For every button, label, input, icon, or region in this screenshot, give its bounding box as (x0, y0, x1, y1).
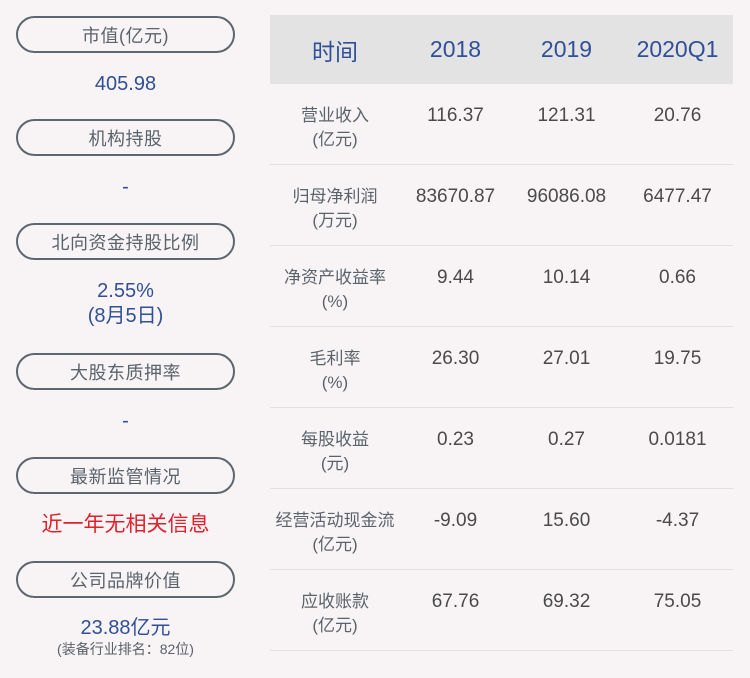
metric-unit: (亿元) (312, 535, 358, 554)
value-cell: 27.01 (542, 348, 591, 369)
metric-unit: (亿元) (312, 130, 358, 149)
indicator-label-pill: 公司品牌价值 (16, 561, 235, 598)
value-cell: 0.0181 (648, 429, 707, 450)
indicator-regulatory-status: 最新监管情况 近一年无相关信息 (16, 457, 235, 536)
value-cell: 19.75 (653, 348, 702, 369)
row-label: 应收账款 (亿元) (270, 590, 400, 638)
row-label: 经营活动现金流 (亿元) (270, 509, 400, 557)
metric-name: 应收账款 (301, 592, 369, 611)
value-cell: 10.14 (542, 267, 591, 288)
value-cell: 6477.47 (643, 186, 712, 207)
value-cell: 0.66 (659, 267, 696, 288)
metric-name: 净资产收益率 (284, 268, 386, 287)
table-row: 每股收益 (元) 0.23 0.27 0.0181 (270, 408, 733, 489)
indicator-value: - (122, 410, 129, 432)
indicator-institutional-holding: 机构持股 - (16, 119, 235, 199)
value-cell: 26.30 (431, 348, 480, 369)
indicator-value-note: (8月5日) (87, 305, 164, 327)
metric-name: 经营活动现金流 (275, 511, 395, 530)
metric-unit: (亿元) (312, 616, 358, 635)
indicator-label-pill: 大股东质押率 (16, 353, 235, 390)
value-cell: 83670.87 (415, 186, 496, 207)
metric-unit: (元) (320, 454, 350, 473)
table-row: 毛利率 (%) 26.30 27.01 19.75 (270, 327, 733, 408)
indicator-value-note: (装备行业排名：82位) (57, 641, 194, 657)
value-cell: 15.60 (542, 510, 591, 531)
value-cell: 0.27 (548, 429, 585, 450)
indicator-label-pill: 北向资金持股比例 (16, 223, 235, 260)
value-cell: -4.37 (655, 510, 700, 531)
table-header: 时间 2018 2019 2020Q1 (270, 15, 733, 84)
indicator-pledge-rate: 大股东质押率 - (16, 353, 235, 433)
value-cell: 69.32 (542, 591, 591, 612)
metric-unit: (%) (321, 373, 349, 392)
indicator-label-pill: 市值(亿元) (16, 16, 235, 53)
value-cell: 9.44 (437, 267, 474, 288)
value-cell: 121.31 (537, 105, 596, 126)
metric-name: 毛利率 (309, 349, 361, 368)
table-row: 营业收入 (亿元) 116.37 121.31 20.76 (270, 84, 733, 165)
indicator-value: - (122, 176, 129, 198)
row-label: 每股收益 (元) (270, 428, 400, 476)
header-cell-2019: 2019 (540, 36, 593, 62)
table-row: 应收账款 (亿元) 67.76 69.32 75.05 (270, 570, 733, 651)
value-cell: 75.05 (653, 591, 702, 612)
header-cell-2020q1: 2020Q1 (636, 36, 719, 62)
table-row: 归母净利润 (万元) 83670.87 96086.08 6477.47 (270, 165, 733, 246)
metric-unit: (%) (321, 292, 349, 311)
table-row: 净资产收益率 (%) 9.44 10.14 0.66 (270, 246, 733, 327)
value-cell: 67.76 (431, 591, 480, 612)
indicator-value-alert: 近一年无相关信息 (41, 513, 210, 536)
indicator-value: 405.98 (94, 73, 157, 95)
metric-name: 归母净利润 (292, 187, 378, 206)
indicator-label-pill: 机构持股 (16, 119, 235, 156)
value-cell: -9.09 (433, 510, 478, 531)
metric-name: 营业收入 (301, 106, 369, 125)
metric-unit: (万元) (312, 211, 358, 230)
header-cell-time: 时间 (312, 38, 358, 65)
value-cell: 96086.08 (526, 186, 607, 207)
indicator-northbound-ratio: 北向资金持股比例 2.55% (8月5日) (16, 223, 235, 328)
indicator-label-pill: 最新监管情况 (16, 457, 235, 494)
value-cell: 20.76 (653, 105, 702, 126)
table-row: 经营活动现金流 (亿元) -9.09 15.60 -4.37 (270, 489, 733, 570)
metric-name: 每股收益 (301, 430, 369, 449)
value-cell: 116.37 (427, 105, 484, 126)
financial-table: 时间 2018 2019 2020Q1 营业收入 (亿元) 116.37 121… (270, 15, 733, 651)
indicator-brand-value: 公司品牌价值 23.88亿元 (装备行业排名：82位) (16, 561, 235, 658)
row-label: 营业收入 (亿元) (270, 104, 400, 152)
indicator-value: 23.88亿元 (80, 617, 171, 639)
indicator-market-cap: 市值(亿元) 405.98 (16, 16, 235, 96)
header-cell-2018: 2018 (429, 36, 482, 62)
row-label: 毛利率 (%) (270, 347, 400, 395)
value-cell: 0.23 (437, 429, 474, 450)
row-label: 净资产收益率 (%) (270, 266, 400, 314)
row-label: 归母净利润 (万元) (270, 185, 400, 233)
indicator-value: 2.55% (97, 280, 154, 302)
